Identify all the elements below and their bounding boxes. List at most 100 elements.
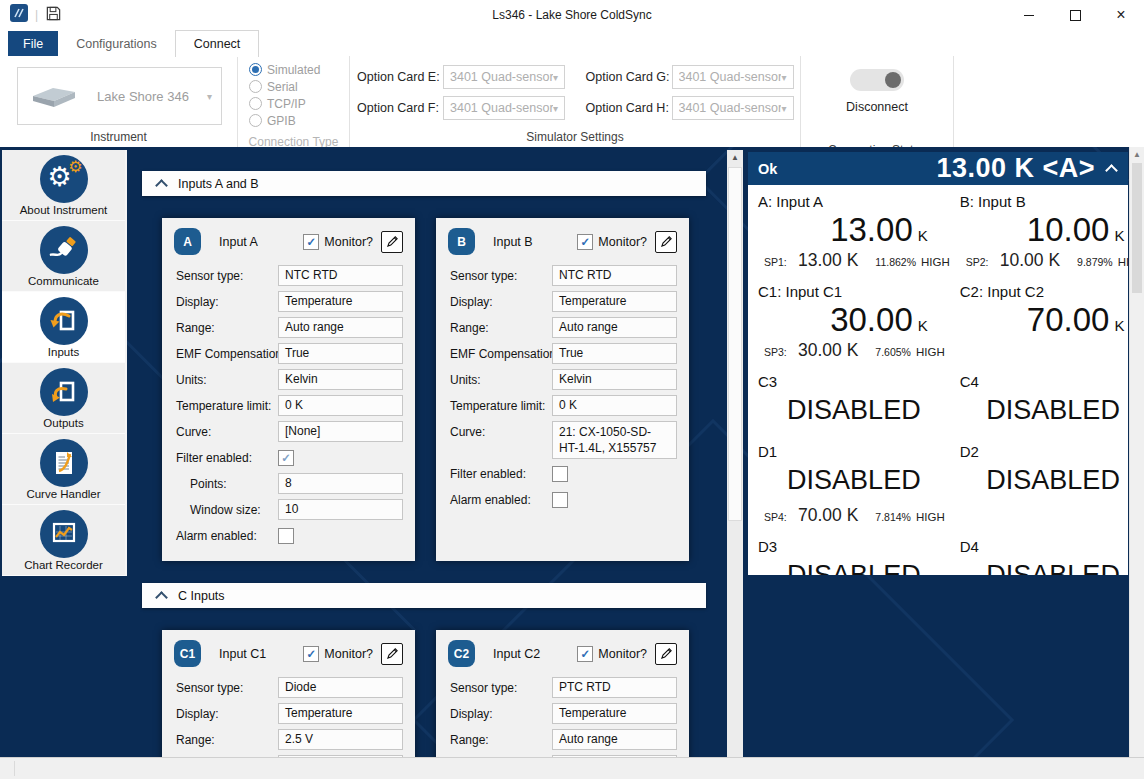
edit-button[interactable] bbox=[381, 231, 403, 253]
field-value[interactable]: 2.5 V bbox=[278, 729, 403, 750]
edit-button[interactable] bbox=[381, 643, 403, 665]
content-vertical-scrollbar[interactable]: ▲ bbox=[727, 150, 743, 757]
field-value[interactable]: Temperature bbox=[552, 291, 677, 312]
monitor-checkbox[interactable]: ✓ bbox=[303, 646, 319, 662]
channel-name: D1 bbox=[758, 443, 950, 460]
tab-file[interactable]: File bbox=[8, 31, 58, 56]
field-value[interactable]: Diode bbox=[278, 677, 403, 698]
field-value[interactable]: PTC RTD bbox=[552, 677, 677, 698]
checkbox[interactable] bbox=[278, 528, 294, 544]
section-header-inputs-ab[interactable]: Inputs A and B bbox=[142, 171, 706, 196]
input-badge: A bbox=[174, 228, 201, 255]
scroll-up-arrow-icon[interactable]: ▲ bbox=[727, 150, 743, 162]
field-value[interactable]: Auto range bbox=[278, 317, 403, 338]
field-value[interactable]: 0 K bbox=[552, 395, 677, 416]
scrollbar-thumb[interactable] bbox=[728, 167, 742, 521]
channel-reading: 10.00K bbox=[960, 212, 1128, 249]
setpoint-label: SP4: bbox=[764, 511, 794, 523]
sidebar-item-outputs[interactable]: Outputs bbox=[2, 363, 125, 434]
readout-body: A: Input A 13.00K SP1:13.00 K11.862%HIGH… bbox=[748, 185, 1128, 575]
option-card-dropdown[interactable]: 3401 Quad-sensor ▾ bbox=[443, 96, 565, 120]
option-card-dropdown[interactable]: 3401 Quad-sensor ▾ bbox=[443, 65, 565, 89]
edit-button[interactable] bbox=[655, 231, 677, 253]
minimize-button[interactable] bbox=[1006, 0, 1052, 30]
field-value[interactable]: 21: CX-1050-SD-HT-1.4L, X155757 bbox=[552, 421, 677, 459]
radio-tcp-ip[interactable]: TCP/IP bbox=[249, 95, 349, 112]
monitor-checkbox[interactable]: ✓ bbox=[577, 234, 593, 250]
field-value[interactable]: 0 K bbox=[278, 395, 403, 416]
tab-configurations[interactable]: Configurations bbox=[58, 31, 175, 56]
field-value[interactable]: 10 bbox=[278, 499, 403, 520]
tab-connect[interactable]: Connect bbox=[175, 30, 260, 57]
input-panel-title: Input C1 bbox=[219, 647, 266, 661]
window-vertical-scrollbar[interactable]: ▲ bbox=[1129, 147, 1144, 757]
field-value[interactable]: NTC RTD bbox=[552, 265, 677, 286]
close-button[interactable]: × bbox=[1098, 0, 1144, 30]
connection-toggle[interactable] bbox=[850, 69, 904, 91]
readout-cell-c1-input-c1: C1: Input C1 30.00K SP3:30.00 K7.605%HIG… bbox=[758, 281, 950, 365]
readout-cell-c2-input-c2: C2: Input C2 70.00K bbox=[960, 281, 1128, 365]
field-value[interactable]: [None] bbox=[278, 421, 403, 442]
status-badge: Ok bbox=[758, 161, 777, 177]
radio-circle-icon bbox=[249, 80, 262, 93]
input-panel-input-c1: C1 Input C1 ✓ Monitor? Sensor type: Diod… bbox=[162, 630, 415, 757]
checkbox[interactable] bbox=[552, 466, 568, 482]
field-value[interactable]: Temperature bbox=[278, 703, 403, 724]
field-value[interactable]: Kelvin bbox=[278, 369, 403, 390]
radio-gpib[interactable]: GPIB bbox=[249, 112, 349, 129]
option-card-dropdown[interactable]: 3401 Quad-sensor ▾ bbox=[672, 96, 794, 120]
monitor-checkbox[interactable]: ✓ bbox=[303, 234, 319, 250]
panel-rows: Sensor type: NTC RTD Display: Temperatur… bbox=[448, 264, 677, 514]
field-value[interactable]: True bbox=[552, 343, 677, 364]
checkbox[interactable]: ✓ bbox=[278, 450, 294, 466]
field-value[interactable]: Temperature bbox=[278, 291, 403, 312]
sidebar-item-about-instrument[interactable]: ⚙⚙ About Instrument bbox=[2, 150, 125, 221]
field-value[interactable]: Kelvin bbox=[552, 369, 677, 390]
channel-name: D2 bbox=[960, 443, 1128, 460]
scroll-up-arrow-icon[interactable]: ▲ bbox=[1130, 147, 1144, 159]
output-arrow-icon bbox=[40, 368, 88, 416]
setpoint-percent: 11.862% bbox=[875, 256, 916, 268]
field-value[interactable]: Temperature bbox=[552, 703, 677, 724]
setting-row-range: Range: Auto range bbox=[448, 728, 677, 754]
setpoint-value: 30.00 K bbox=[798, 340, 858, 361]
scrollbar-thumb[interactable] bbox=[1132, 163, 1142, 293]
radio-serial[interactable]: Serial bbox=[249, 78, 349, 95]
sidebar-item-chart-recorder[interactable]: Chart Recorder bbox=[2, 505, 125, 576]
panel-header: B Input B ✓ Monitor? bbox=[448, 228, 677, 255]
setpoint-value: 10.00 K bbox=[1000, 250, 1060, 271]
field-value[interactable]: True bbox=[278, 343, 403, 364]
edit-button[interactable] bbox=[655, 643, 677, 665]
maximize-button[interactable] bbox=[1052, 0, 1098, 30]
readout-cell-d2: D2 DISABLED bbox=[960, 441, 1128, 530]
sidebar: ⚙⚙ About Instrument Communicate Inputs O… bbox=[2, 150, 127, 576]
setting-row-range: Range: Auto range bbox=[448, 316, 677, 342]
field-value[interactable]: NTC RTD bbox=[278, 265, 403, 286]
channel-name: D4 bbox=[960, 538, 1128, 555]
radio-simulated[interactable]: Simulated bbox=[249, 61, 349, 78]
field-value[interactable]: Auto range bbox=[552, 729, 677, 750]
instrument-dropdown[interactable]: Lake Shore 346 ▾ bbox=[17, 67, 222, 125]
setpoint-row: SP2:10.00 K9.879%HIGH bbox=[966, 250, 1128, 271]
readout-header[interactable]: Ok 13.00 K <A> bbox=[748, 152, 1128, 185]
section-header-c-inputs[interactable]: C Inputs bbox=[142, 583, 706, 608]
option-card-dropdown[interactable]: 3401 Quad-sensor ▾ bbox=[672, 65, 794, 89]
monitor-checkbox[interactable]: ✓ bbox=[577, 646, 593, 662]
sidebar-item-communicate[interactable]: Communicate bbox=[2, 221, 125, 292]
panel-header: C2 Input C2 ✓ Monitor? bbox=[448, 640, 677, 667]
setting-row-emf-compensation: EMF Compensation: True bbox=[174, 342, 403, 368]
thermometer-app-icon[interactable] bbox=[10, 4, 28, 26]
primary-reading: 13.00 K <A> bbox=[936, 153, 1095, 184]
option-card-value: 3401 Quad-sensor bbox=[679, 70, 782, 84]
field-value[interactable]: 8 bbox=[278, 473, 403, 494]
checkbox[interactable] bbox=[552, 492, 568, 508]
radio-label: Simulated bbox=[267, 63, 320, 77]
field-value[interactable]: Auto range bbox=[552, 317, 677, 338]
sidebar-item-curve-handler[interactable]: Curve Handler bbox=[2, 434, 125, 505]
chevron-up-icon[interactable] bbox=[1105, 164, 1118, 177]
ribbon-group-simulator-settings: Option Card E: 3401 Quad-sensor ▾ Option… bbox=[350, 56, 801, 147]
setting-row-filter-enabled: Filter enabled: ✓ bbox=[174, 446, 403, 472]
sidebar-item-inputs[interactable]: Inputs bbox=[2, 292, 125, 363]
horizontal-scrollbar[interactable] bbox=[0, 757, 1144, 779]
save-icon[interactable] bbox=[45, 5, 62, 26]
